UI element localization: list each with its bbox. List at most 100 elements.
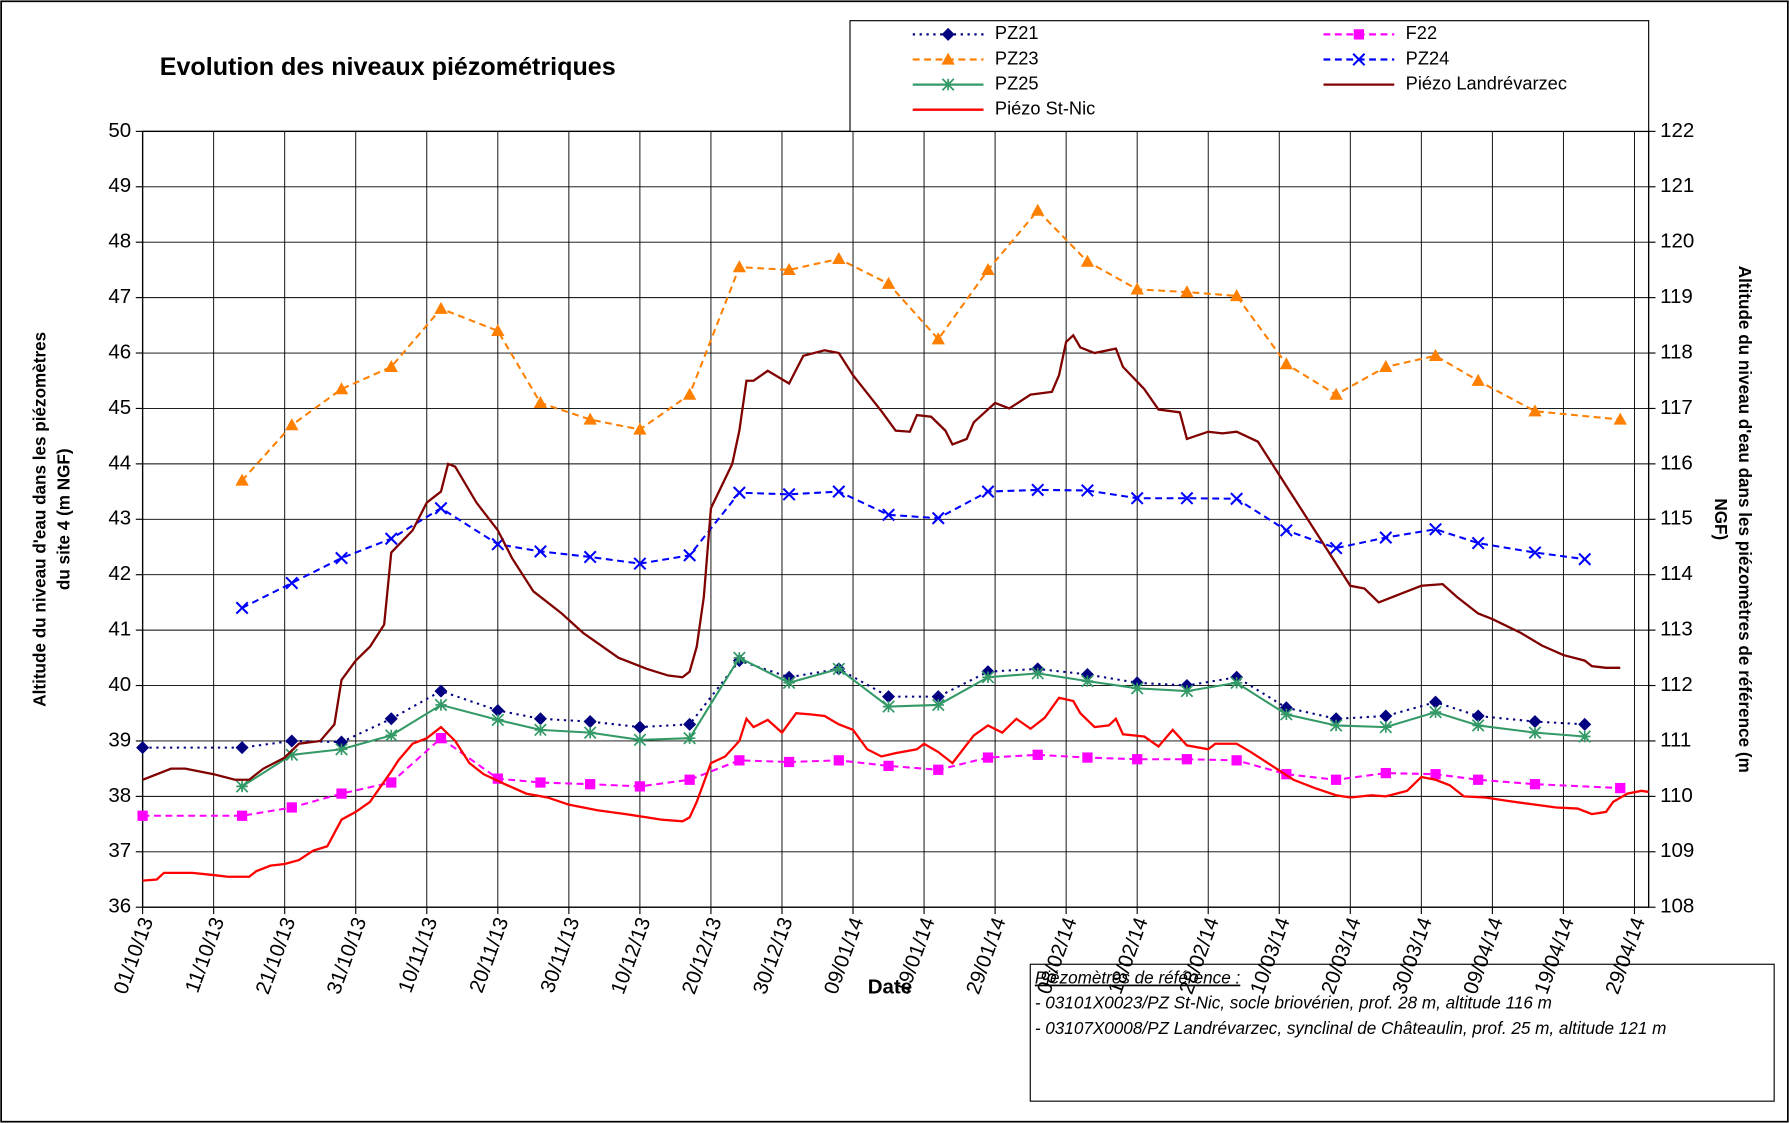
marker [1429, 522, 1442, 536]
y-tick-label: 47 [108, 285, 131, 308]
series-line [241, 488, 1585, 609]
marker [1380, 767, 1391, 779]
marker [1279, 357, 1294, 370]
y-axis-title-line: du site 4 (m NGF) [55, 448, 74, 590]
marker [1615, 782, 1626, 794]
marker [1379, 360, 1393, 373]
marker [384, 729, 398, 742]
marker [1032, 749, 1043, 760]
marker [1330, 774, 1342, 785]
x-axis-title: Date [868, 976, 912, 999]
y2-tick-label: 116 [1660, 451, 1693, 474]
series-line [241, 656, 1585, 788]
marker [1528, 726, 1542, 739]
marker [1353, 29, 1364, 40]
marker [941, 78, 955, 91]
annotation: Piézomètres de référence : - 03101X0023/… [1029, 963, 1775, 1102]
marker [633, 557, 647, 571]
marker [335, 742, 348, 756]
annotation-line: - 03107X0008/PZ Landrévarzec, synclinal … [1035, 1019, 1667, 1038]
y-tick-label: 45 [108, 396, 131, 419]
marker [1031, 667, 1045, 680]
marker [434, 301, 448, 314]
marker [1231, 755, 1242, 766]
marker [1082, 752, 1093, 763]
legend-label: PZ25 [995, 72, 1039, 93]
y2-tick-label: 117 [1660, 396, 1693, 419]
marker [683, 717, 697, 731]
marker [1529, 779, 1541, 790]
marker [1428, 348, 1443, 361]
y2-tick-label: 120 [1660, 230, 1694, 253]
marker [1180, 491, 1194, 505]
series-line [142, 333, 1621, 781]
marker [491, 323, 505, 337]
series-line [241, 209, 1621, 482]
y-tick-label: 49 [108, 174, 131, 197]
marker [1471, 536, 1485, 550]
annotation-title: Piézomètres de référence : [1035, 969, 1241, 988]
annotation-box [1029, 963, 1775, 1102]
y2-axis-title: Altitude du niveau d'eau dans les piézom… [1711, 266, 1754, 773]
marker [734, 755, 745, 766]
marker [832, 251, 846, 264]
marker [931, 698, 945, 712]
marker [1181, 754, 1193, 765]
marker [435, 733, 447, 744]
legend-label: F22 [1406, 22, 1437, 43]
marker [832, 485, 846, 499]
marker [236, 810, 248, 821]
series-line [142, 696, 1649, 882]
legend-box [849, 20, 1650, 132]
y-tick-label: 44 [108, 451, 131, 474]
marker [491, 713, 505, 727]
y2-tick-label: 118 [1660, 340, 1693, 363]
marker [1578, 730, 1592, 743]
marker [733, 651, 746, 665]
marker [585, 779, 596, 790]
y2-tick-label: 114 [1660, 562, 1693, 585]
marker [235, 601, 249, 615]
marker [783, 756, 795, 768]
marker [235, 741, 249, 755]
marker [1081, 674, 1094, 688]
y-tick-label: 41 [108, 618, 131, 641]
y2-tick-label: 108 [1660, 895, 1694, 918]
marker [732, 486, 746, 500]
plot-area: 36 37 38 39 40 41 42 43 44 45 46 47 48 49 50 108 109 110 1… [108, 119, 1694, 997]
marker [1279, 523, 1293, 537]
y2-tick-label: 122 [1660, 119, 1694, 142]
marker [235, 780, 249, 793]
marker [981, 263, 995, 276]
marker [384, 360, 398, 373]
marker [1429, 705, 1442, 719]
marker [583, 726, 597, 739]
marker [633, 720, 647, 734]
marker [384, 712, 398, 726]
marker [732, 260, 747, 273]
y2-tick-label: 113 [1660, 618, 1693, 641]
marker [1471, 719, 1485, 732]
marker [334, 382, 349, 395]
marker [336, 788, 347, 799]
marker [535, 777, 546, 788]
marker [335, 551, 348, 565]
marker [286, 802, 297, 813]
marker [1132, 754, 1143, 765]
marker [136, 741, 150, 755]
marker [434, 501, 448, 515]
marker [981, 670, 995, 684]
marker [384, 532, 398, 546]
y-axis-title: Altitude du niveau d'eau dans les piézom… [31, 332, 74, 707]
legend: PZ21 F22 PZ23 PZ24 PZ25 Piézo Landrévarzec Pié… [849, 20, 1650, 132]
marker [931, 332, 945, 345]
marker [882, 508, 895, 522]
marker [1031, 203, 1045, 216]
marker [533, 396, 548, 409]
y-tick-label: 48 [108, 230, 131, 253]
marker [683, 731, 696, 745]
annotation-line: - 03101X0023/PZ St-Nic, socle briovérien… [1035, 994, 1552, 1013]
legend-label: PZ21 [995, 22, 1039, 43]
marker [285, 418, 299, 431]
